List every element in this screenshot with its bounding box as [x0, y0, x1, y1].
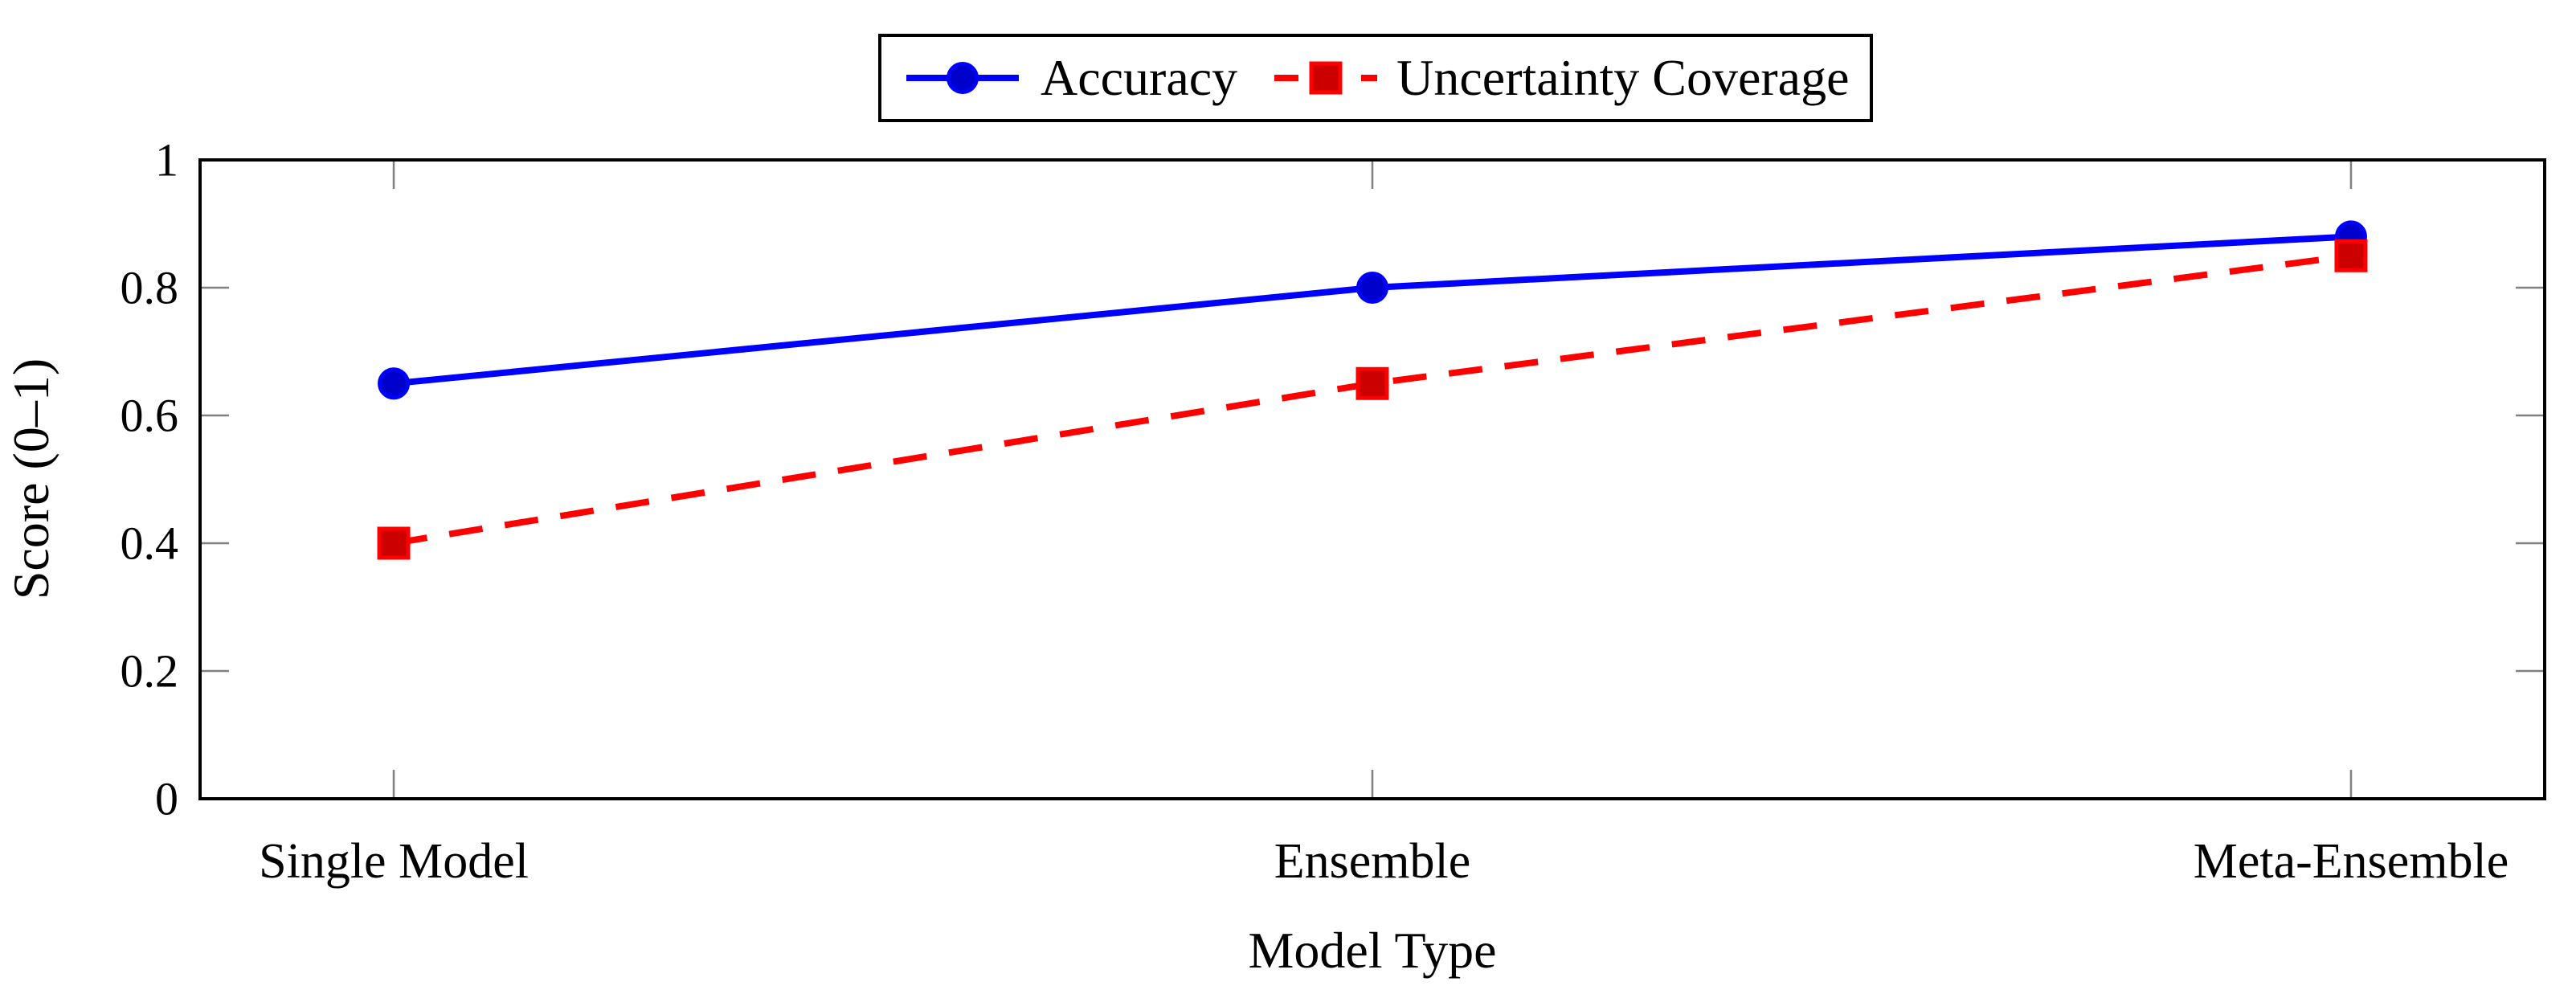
x-axis-label: Model Type	[1249, 922, 1497, 979]
x-tick-label: Meta-Ensemble	[2194, 834, 2509, 889]
legend: Accuracy Uncertainty Coverage	[878, 34, 1874, 122]
accuracy-line-sample	[906, 62, 1019, 94]
y-tick-label: 0.2	[121, 645, 179, 698]
y-axis-label: Score (0–1)	[2, 358, 59, 599]
plot-frame	[198, 158, 2546, 800]
data-point-circle	[1356, 272, 1388, 304]
x-tick-label: Ensemble	[1274, 834, 1471, 889]
legend-label-uncertainty-coverage: Uncertainty Coverage	[1396, 49, 1850, 106]
x-tick-label: Single Model	[259, 834, 529, 889]
legend-label-accuracy: Accuracy	[1041, 49, 1238, 106]
series-line-1	[393, 252, 2352, 546]
data-point-square	[2334, 239, 2368, 272]
data-point-circle	[378, 367, 411, 400]
y-tick-label: 0.6	[121, 390, 179, 442]
square-marker-icon	[1309, 61, 1343, 95]
data-point-square	[1355, 366, 1389, 400]
y-tick-label: 0	[155, 773, 178, 825]
series-line-0	[393, 233, 2352, 387]
circle-marker-icon	[947, 62, 979, 94]
legend-item-accuracy: Accuracy	[902, 52, 1237, 104]
uncertainty-line-sample	[1274, 61, 1378, 95]
legend-item-uncertainty-coverage: Uncertainty Coverage	[1273, 52, 1849, 104]
data-point-square	[377, 526, 411, 560]
y-tick-label: 0.8	[121, 262, 179, 314]
y-tick-label: 0.4	[121, 518, 179, 570]
y-tick-label: 1	[155, 134, 178, 186]
